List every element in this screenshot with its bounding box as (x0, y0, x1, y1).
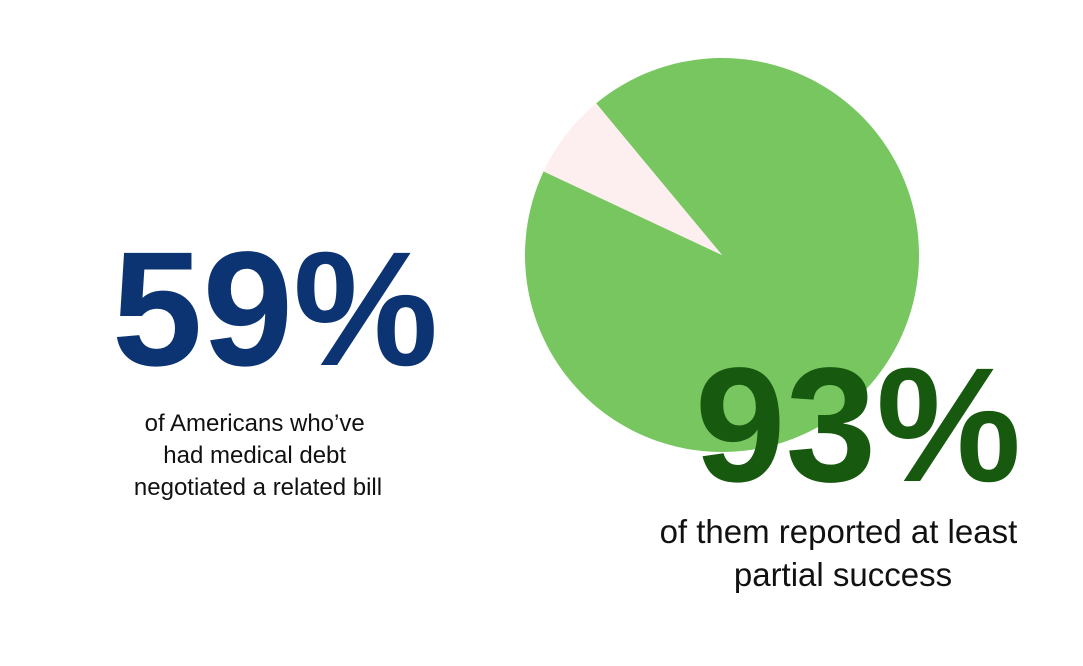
caption-line: of them reported at least (660, 513, 1018, 550)
pie-chart (524, 57, 919, 453)
caption-line: of Americans who’ve (145, 410, 365, 437)
stat-caption: of Americans who’ve had medical debt neg… (134, 410, 382, 501)
caption-line: had medical debt (163, 442, 346, 469)
caption-line: partial success (734, 556, 952, 593)
caption-line: negotiated a related bill (134, 474, 382, 501)
stat-figure: 93% (695, 333, 1021, 516)
stat-caption: of them reported at least partial succes… (660, 513, 1027, 593)
pie-slice (543, 103, 722, 256)
stat-figure: 59% (112, 217, 438, 400)
